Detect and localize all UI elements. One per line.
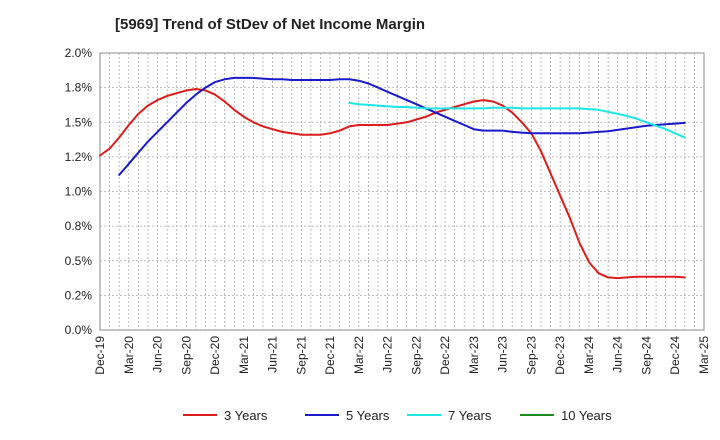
series-line-7-years <box>348 101 686 139</box>
x-tick-label: Mar-24 <box>582 336 596 374</box>
x-tick-label: Jun-21 <box>266 336 280 373</box>
legend: 3 Years 5 Years 7 Years 10 Years <box>183 408 612 423</box>
chart-title: [5969] Trend of StDev of Net Income Marg… <box>115 16 425 33</box>
y-tick-label: 1.2% <box>65 150 93 164</box>
x-tick-label: Dec-21 <box>323 336 337 375</box>
x-tick-label: Dec-22 <box>438 336 452 375</box>
y-tick-label: 1.8% <box>65 81 93 95</box>
series-line-3-years <box>99 88 686 280</box>
legend-label: 10 Years <box>561 408 612 423</box>
x-tick-label: Mar-25 <box>697 336 711 374</box>
legend-label: 3 Years <box>224 408 268 423</box>
x-tick-label: Jun-20 <box>151 336 165 373</box>
x-tick-label: Dec-24 <box>668 336 682 375</box>
x-tick-label: Jun-24 <box>611 336 625 373</box>
grid <box>100 53 704 330</box>
legend-label: 7 Years <box>448 408 492 423</box>
x-tick-label: Jun-22 <box>381 336 395 373</box>
y-tick-label: 2.0% <box>65 46 93 60</box>
x-tick-label: Sep-23 <box>524 336 538 375</box>
x-tick-label: Mar-20 <box>122 336 136 374</box>
series-line-5-years <box>118 76 686 176</box>
x-tick-label: Sep-21 <box>294 336 308 375</box>
legend-label: 5 Years <box>346 408 390 423</box>
y-axis: 0.0% 0.2% 0.5% 0.8% 1.0% 1.2% 1.5% 1.8% 2.0% <box>65 46 93 337</box>
x-tick-label: Dec-23 <box>553 336 567 375</box>
y-tick-label: 1.0% <box>65 185 93 199</box>
series-layer <box>99 76 686 280</box>
y-tick-label: 0.5% <box>65 254 93 268</box>
x-tick-label: Dec-20 <box>208 336 222 375</box>
y-tick-label: 0.0% <box>65 323 93 337</box>
x-tick-label: Sep-22 <box>409 336 423 375</box>
x-tick-label: Mar-21 <box>237 336 251 374</box>
x-tick-label: Jun-23 <box>496 336 510 373</box>
x-tick-label: Mar-23 <box>467 336 481 374</box>
x-tick-label: Mar-22 <box>352 336 366 374</box>
x-tick-label: Sep-24 <box>639 336 653 375</box>
y-tick-label: 1.5% <box>65 115 93 129</box>
x-tick-label: Dec-19 <box>93 336 107 375</box>
x-axis: Dec-19 Mar-20 Jun-20 Sep-20 Dec-20 Mar-21 Jun-… <box>93 336 711 375</box>
y-tick-label: 0.2% <box>65 288 93 302</box>
x-tick-label: Sep-20 <box>179 336 193 375</box>
y-tick-label: 0.8% <box>65 219 93 233</box>
